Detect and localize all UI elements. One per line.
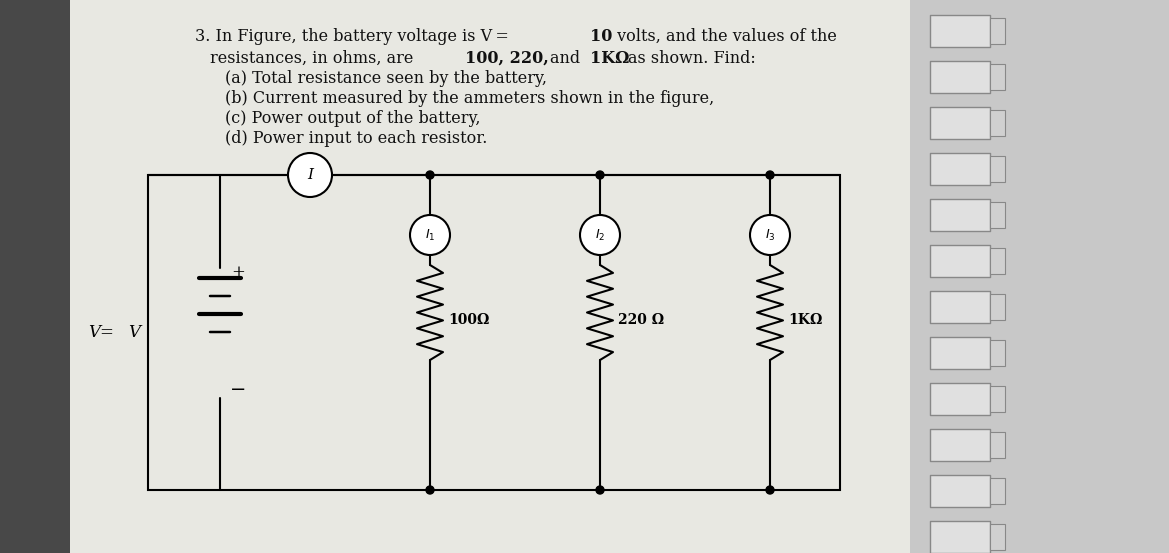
Text: 100, 220,: 100, 220, — [465, 50, 548, 67]
Bar — [990, 478, 1005, 504]
Circle shape — [766, 171, 774, 179]
Bar — [931, 291, 990, 323]
Text: and: and — [549, 50, 583, 67]
Bar — [931, 61, 990, 93]
Bar — [931, 15, 990, 47]
Bar — [990, 18, 1005, 44]
Bar — [931, 245, 990, 277]
Bar — [990, 156, 1005, 182]
Text: $I_3$: $I_3$ — [765, 227, 775, 243]
Circle shape — [580, 215, 620, 255]
Circle shape — [766, 486, 774, 494]
Text: (a) Total resistance seen by the battery,: (a) Total resistance seen by the battery… — [224, 70, 547, 87]
Bar — [0, 0, 70, 553]
Text: 1KΩ: 1KΩ — [788, 314, 822, 327]
Bar — [931, 107, 990, 139]
Circle shape — [410, 215, 450, 255]
Bar — [931, 199, 990, 231]
Text: V: V — [127, 324, 140, 341]
Text: 10: 10 — [590, 28, 613, 45]
Bar — [931, 153, 990, 185]
Bar — [990, 432, 1005, 458]
Circle shape — [596, 171, 604, 179]
Bar — [70, 0, 909, 553]
Bar — [990, 64, 1005, 90]
Circle shape — [750, 215, 790, 255]
Circle shape — [288, 153, 332, 197]
Circle shape — [426, 486, 434, 494]
Text: resistances, in ohms, are: resistances, in ohms, are — [210, 50, 416, 67]
Bar — [990, 202, 1005, 228]
Text: (d) Power input to each resistor.: (d) Power input to each resistor. — [224, 130, 487, 147]
Bar — [990, 294, 1005, 320]
Text: V=: V= — [88, 324, 113, 341]
Text: as shown. Find:: as shown. Find: — [628, 50, 755, 67]
Text: 100Ω: 100Ω — [448, 314, 490, 327]
Text: (b) Current measured by the ammeters shown in the figure,: (b) Current measured by the ammeters sho… — [224, 90, 714, 107]
Text: −: − — [230, 380, 247, 399]
Text: volts, and the values of the: volts, and the values of the — [613, 28, 837, 45]
Text: $I_2$: $I_2$ — [595, 227, 606, 243]
Bar — [990, 524, 1005, 550]
Text: $I_1$: $I_1$ — [424, 227, 435, 243]
Circle shape — [426, 171, 434, 179]
Text: (c) Power output of the battery,: (c) Power output of the battery, — [224, 110, 480, 127]
Bar — [909, 0, 1169, 553]
Bar — [931, 337, 990, 369]
Bar — [931, 383, 990, 415]
Bar — [931, 521, 990, 553]
Bar — [990, 386, 1005, 412]
Bar — [990, 110, 1005, 136]
Text: I: I — [307, 168, 313, 182]
Text: 220 Ω: 220 Ω — [618, 314, 664, 327]
Bar — [990, 248, 1005, 274]
Text: 3. In Figure, the battery voltage is V =: 3. In Figure, the battery voltage is V = — [195, 28, 512, 45]
Text: 1KΩ: 1KΩ — [590, 50, 629, 67]
Circle shape — [596, 486, 604, 494]
Text: +: + — [231, 264, 245, 281]
Bar — [148, 175, 841, 490]
Bar — [931, 475, 990, 507]
Bar — [931, 429, 990, 461]
Bar — [990, 340, 1005, 366]
